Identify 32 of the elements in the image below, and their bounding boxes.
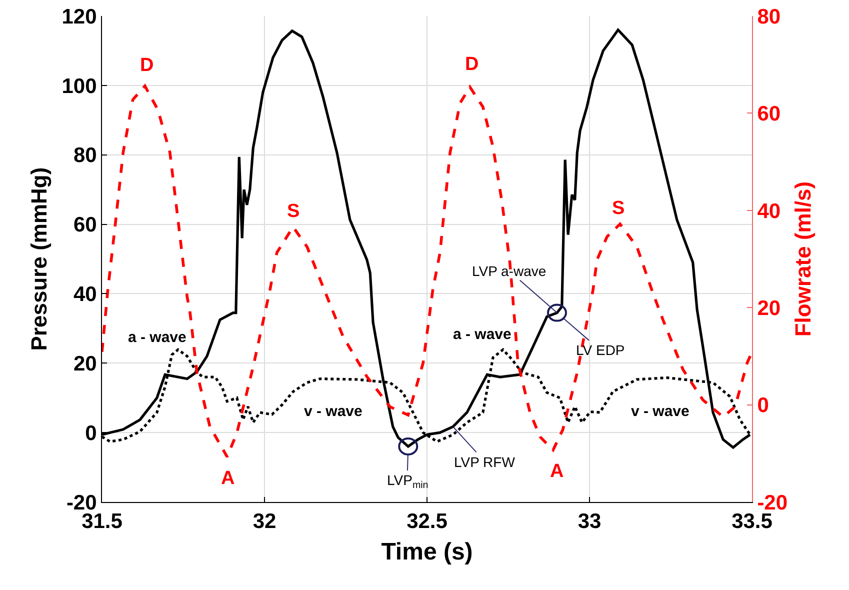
annotation: LV EDP [576,342,625,358]
annotation: LVP a-wave [472,263,546,279]
annotation: S [287,201,300,222]
annotation: A [550,461,564,482]
y-tick-label: 100 [62,74,97,98]
x-tick-label: 32.5 [406,510,448,534]
annotation: A [221,468,235,489]
x-tick-label: 32 [252,510,276,534]
annotation: D [140,55,154,76]
y-tick-label: 40 [73,283,97,306]
annotation: a - wave [128,329,186,346]
y2-tick-label: 80 [757,5,781,28]
y2-tick-label: 40 [757,200,781,223]
annotation: a - wave [453,326,512,343]
annotation: LVP$_{min}$ [387,472,428,491]
annotation: S [612,198,625,219]
annotation: D [465,54,479,75]
y-tick-label: 120 [62,5,97,28]
y-tick-label: 20 [73,352,97,376]
y-tick-label: 0 [85,422,97,445]
y2-tick-label: 60 [757,102,781,126]
annotation: LVP RFW [454,454,516,470]
x-axis-title: Time (s) [381,538,473,566]
y2-tick-label: 20 [757,296,781,320]
y2-tick-label: 0 [757,394,769,418]
y-tick-label: 80 [73,144,97,168]
y-axis-title: Pressure (mmHg) [26,167,52,351]
annotation: v - wave [304,403,362,420]
y2-axis-title: Flowrate (ml/s) [790,181,816,337]
y-tick-label: 60 [73,214,97,237]
annotation: v - wave [631,403,690,420]
x-tick-label: 33 [578,510,602,534]
